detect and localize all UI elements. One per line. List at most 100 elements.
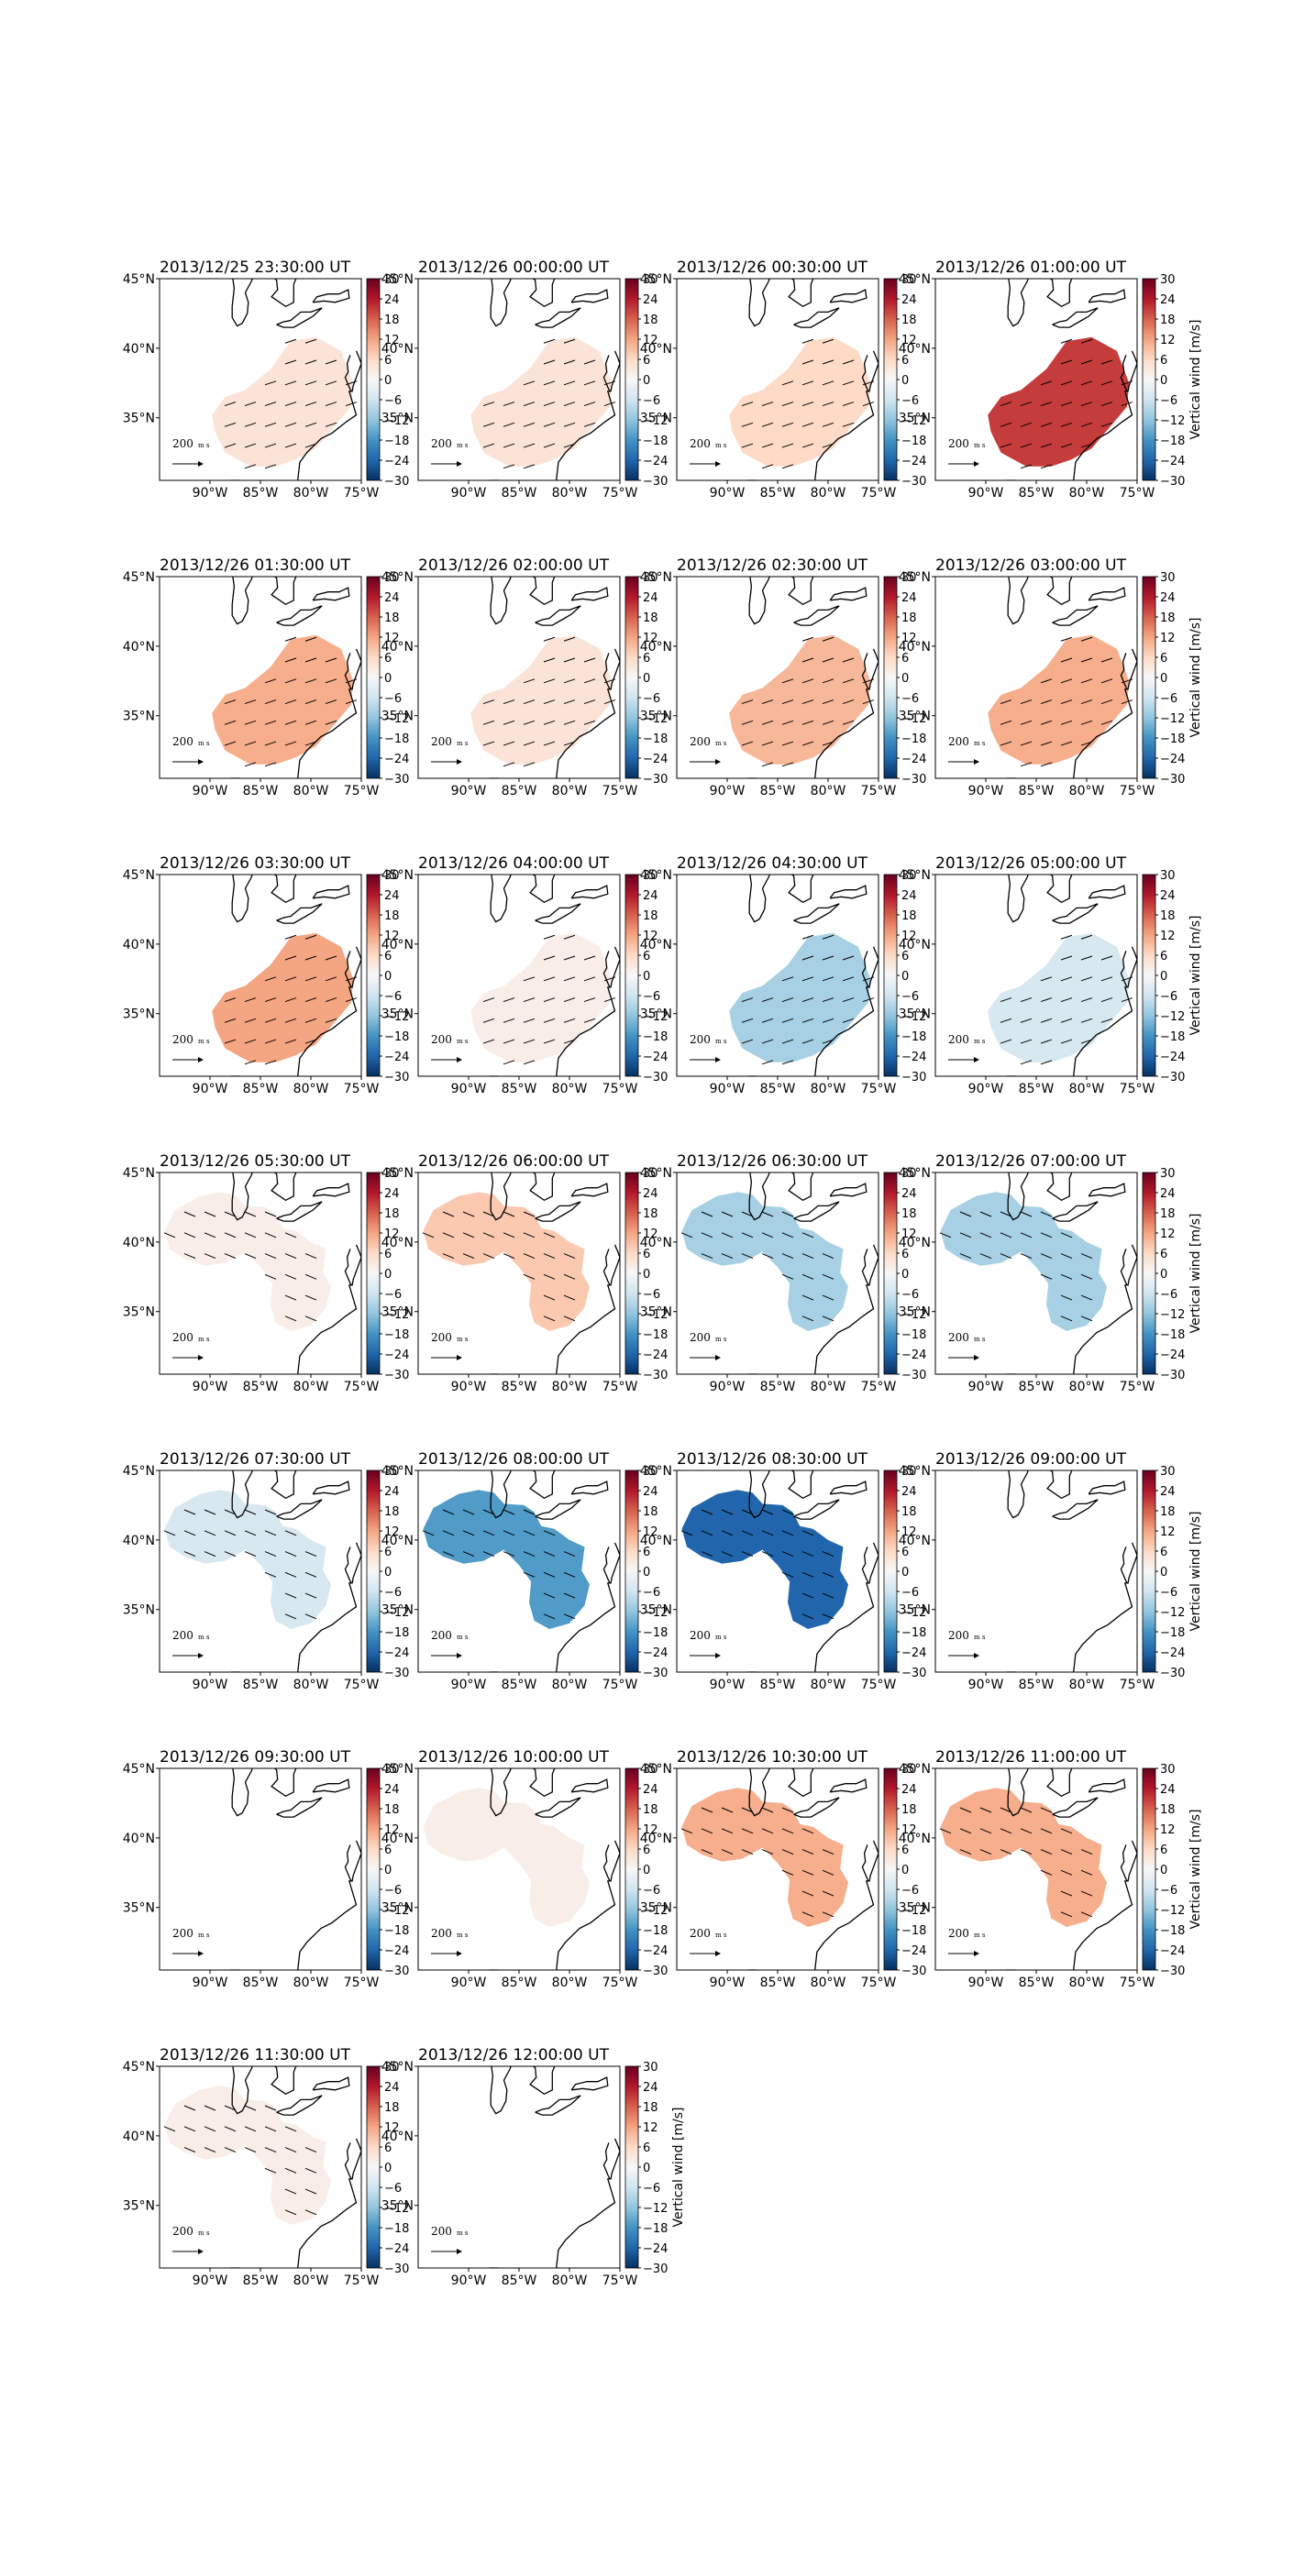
- wind-vector-arrow: [781, 1211, 794, 1217]
- coastline: [602, 653, 611, 690]
- wind-vector-arrow: [244, 1039, 257, 1044]
- wind-vector-arrow: [1080, 720, 1093, 725]
- colorbar-tick-label: 30: [901, 1465, 917, 1479]
- lat-tick-label: 45°N: [381, 570, 414, 585]
- colorbar-tick-label: 0: [1160, 1864, 1167, 1877]
- wind-vector-arrow: [543, 380, 556, 386]
- wind-vector-arrow: [503, 1530, 515, 1536]
- wind-vector-arrow: [503, 1509, 515, 1515]
- colorbar-tick-label: −30: [901, 1071, 926, 1084]
- colorbar-tick-label: 18: [643, 1505, 658, 1519]
- wind-vector-arrow: [183, 1232, 196, 1238]
- wind-vector-arrow: [284, 1273, 297, 1280]
- lat-tick-label: 40°N: [640, 342, 672, 357]
- coastline: [276, 903, 323, 924]
- colorbar-tick-label: 24: [1160, 293, 1176, 307]
- wind-vector-arrow: [822, 1018, 834, 1023]
- colorbar-tick-label: 0: [643, 970, 650, 984]
- scale-arrow-unit: m s: [715, 442, 727, 449]
- lon-tick-label: 90°W: [710, 1678, 746, 1692]
- colorbar-tick-label: 18: [901, 1505, 917, 1519]
- colorbar-tick-label: 18: [643, 611, 658, 625]
- colorbar-label: Vertical wind [m/s]: [1188, 1214, 1203, 1334]
- colorbar-tick-label: −18: [643, 1328, 668, 1342]
- wind-vector-arrow: [842, 402, 855, 407]
- wind-vector-arrow: [304, 1571, 317, 1578]
- coastline: [535, 1797, 581, 1818]
- wind-vector-arrow: [781, 1060, 794, 1065]
- coastline: [490, 1172, 512, 1221]
- lon-tick-label: 90°W: [968, 784, 1004, 798]
- wind-vector-arrow: [284, 359, 297, 365]
- colorbar-tick-label: 12: [1160, 1227, 1176, 1241]
- wind-vector-arrow: [244, 2126, 257, 2132]
- colorbar-tick-label: −6: [384, 1884, 402, 1898]
- wind-vector-arrow: [244, 1530, 257, 1536]
- wind-vector-arrow: [482, 1509, 495, 1515]
- coastline: [297, 1852, 361, 1970]
- wind-vector-arrow: [523, 402, 536, 407]
- colorbar-tick-label: −6: [384, 394, 402, 408]
- wind-vector-arrow: [801, 741, 814, 746]
- colorbar-tick-label: 12: [384, 2121, 400, 2135]
- vertical-wind-region: [470, 336, 613, 467]
- coastline: [344, 951, 352, 988]
- wind-vector-arrow: [761, 1232, 774, 1238]
- scale-arrow-label: 200: [431, 2225, 452, 2238]
- wind-vector-arrow: [1020, 1232, 1033, 1238]
- coastline: [1120, 1249, 1128, 1286]
- panel-title: 2013/12/26 08:30:00 UT: [677, 1450, 868, 1469]
- lon-tick-label: 80°W: [552, 1082, 588, 1096]
- lat-tick-label: 45°N: [123, 1762, 155, 1777]
- lon-tick-label: 80°W: [811, 1976, 846, 1990]
- wind-vector-arrow: [264, 1253, 277, 1259]
- wind-vector-arrow: [1040, 1232, 1053, 1238]
- colorbar-tick-label: −12: [384, 1904, 409, 1918]
- coastline: [1052, 1499, 1099, 1520]
- map-plot: 45°N 40°N 35°N 90°W 85°W 80°W 75°W 200 m s 30 24 18…: [899, 868, 1203, 1096]
- lon-tick-label: 85°W: [760, 1678, 796, 1692]
- coastline: [535, 307, 581, 328]
- coastline: [1052, 605, 1099, 626]
- lat-tick-label: 35°N: [640, 1901, 672, 1916]
- wind-vector-arrow: [801, 1849, 814, 1855]
- wind-vector-arrow: [1040, 1849, 1053, 1855]
- wind-vector-arrow: [1040, 762, 1053, 767]
- wind-vector-arrow: [183, 2105, 196, 2111]
- wind-vector-arrow: [1040, 1039, 1053, 1044]
- wind-vector-arrow: [741, 422, 754, 427]
- map-plot: 45°N 40°N 35°N 90°W 85°W 80°W 75°W 200 m s 30 24 18…: [899, 1166, 1203, 1394]
- colorbar-tick-label: −18: [1160, 1924, 1185, 1938]
- colorbar-tick-label: −18: [384, 1924, 409, 1938]
- wind-vector-arrow: [543, 699, 556, 705]
- lon-tick-label: 85°W: [760, 1082, 796, 1096]
- lon-tick-label: 90°W: [193, 784, 228, 798]
- wind-vector-arrow: [563, 1592, 576, 1599]
- scale-arrow-label: 200: [948, 735, 969, 748]
- lon-tick-label: 80°W: [293, 784, 329, 798]
- coastline: [535, 903, 581, 924]
- wind-vector-arrow: [822, 1253, 834, 1259]
- wind-vector-arrow: [801, 1890, 814, 1897]
- wind-vector-arrow: [563, 699, 576, 705]
- wind-vector-arrow: [304, 997, 317, 1003]
- wind-vector-arrow: [304, 402, 317, 407]
- vertical-wind-region: [681, 1788, 848, 1927]
- wind-vector-arrow: [1000, 997, 1012, 1003]
- coastline: [613, 1840, 620, 1854]
- wind-vector-arrow: [822, 699, 834, 705]
- wind-vector-arrow: [204, 2126, 216, 2132]
- wind-vector-arrow: [244, 1253, 257, 1259]
- scale-arrow-unit: m s: [198, 1336, 210, 1343]
- coastline: [1131, 1542, 1137, 1556]
- colorbar-tick-label: 30: [901, 1167, 917, 1181]
- panel-title: 2013/12/26 07:30:00 UT: [160, 1450, 350, 1469]
- colorbar: [624, 278, 639, 481]
- wind-vector-arrow: [284, 678, 297, 684]
- wind-vector-arrow: [264, 678, 277, 684]
- wind-vector-arrow: [1100, 976, 1113, 982]
- lon-tick-label: 75°W: [1120, 1380, 1155, 1394]
- colorbar-tick-label: −6: [1160, 1884, 1177, 1898]
- lon-tick-label: 90°W: [710, 486, 746, 501]
- wind-vector-arrow: [284, 997, 297, 1003]
